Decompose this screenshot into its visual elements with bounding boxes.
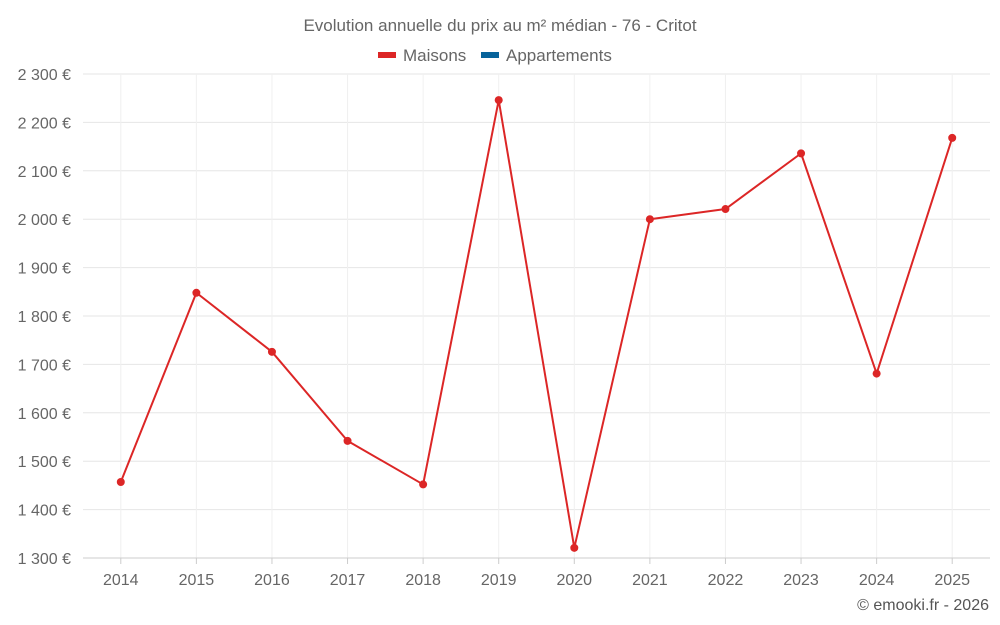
x-tick-label: 2019 — [481, 572, 517, 589]
data-point-2019 — [494, 96, 503, 105]
legend: Maisons Appartements — [378, 46, 612, 65]
x-tick-label: 2017 — [330, 572, 366, 589]
chart-title: Evolution annuelle du prix au m² médian … — [303, 16, 696, 35]
x-tick-label: 2020 — [556, 572, 592, 589]
legend-label-appartements: Appartements — [506, 46, 612, 65]
data-point-2016 — [267, 347, 276, 356]
y-tick-label: 1 700 € — [18, 357, 71, 374]
data-point-2025 — [948, 133, 957, 142]
y-tick-label: 1 900 € — [18, 261, 71, 278]
x-tick-label: 2016 — [254, 572, 290, 589]
grid — [83, 73, 990, 559]
credit-text: © emooki.fr - 2026 — [857, 597, 989, 614]
data-point-2014 — [116, 478, 125, 487]
y-tick-label: 2 200 € — [18, 115, 71, 132]
y-tick-label: 1 400 € — [18, 503, 71, 520]
x-tick-label: 2024 — [859, 572, 895, 589]
data-point-2015 — [192, 288, 201, 297]
y-tick-label: 1 800 € — [18, 309, 71, 326]
x-axis: 2014 2015 2016 2017 2018 2019 2020 2021 2022 2023… — [83, 557, 990, 589]
data-point-2022 — [721, 205, 730, 214]
x-tick-label: 2014 — [103, 572, 139, 589]
series-line-maisons — [119, 99, 954, 549]
y-tick-label: 1 600 € — [18, 406, 71, 423]
y-tick-label: 2 100 € — [18, 164, 71, 181]
x-tick-label: 2015 — [179, 572, 215, 589]
x-tick-label: 2018 — [405, 572, 441, 589]
data-point-2023 — [797, 149, 806, 158]
x-tick-label: 2021 — [632, 572, 668, 589]
y-axis: 1 300 € 1 400 € 1 500 € 1 600 € 1 700 € 1 800… — [18, 67, 71, 568]
series-layer — [116, 96, 957, 552]
y-tick-label: 2 300 € — [18, 67, 71, 84]
y-tick-label: 1 300 € — [18, 551, 71, 568]
x-tick-label: 2025 — [934, 572, 970, 589]
data-point-2017 — [343, 436, 352, 445]
legend-label-maisons: Maisons — [403, 46, 466, 65]
data-point-2021 — [645, 215, 654, 224]
x-tick-label: 2023 — [783, 572, 819, 589]
x-tick-label: 2022 — [708, 572, 744, 589]
y-tick-label: 1 500 € — [18, 454, 71, 471]
data-point-2024 — [872, 369, 881, 378]
data-point-2020 — [570, 543, 579, 552]
legend-swatch-maisons — [378, 52, 396, 58]
data-point-2018 — [419, 480, 428, 489]
legend-swatch-appartements — [481, 52, 499, 58]
y-tick-label: 2 000 € — [18, 212, 71, 229]
